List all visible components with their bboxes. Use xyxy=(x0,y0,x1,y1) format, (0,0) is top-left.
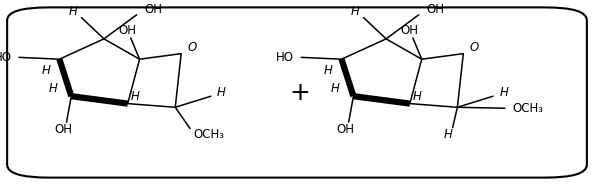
Text: H: H xyxy=(42,64,50,77)
Text: H: H xyxy=(413,90,421,103)
Text: OCH₃: OCH₃ xyxy=(512,102,543,115)
Text: O: O xyxy=(469,41,479,54)
Text: H: H xyxy=(69,5,77,18)
Text: H: H xyxy=(131,90,139,103)
Text: HO: HO xyxy=(0,51,11,64)
Text: OCH₃: OCH₃ xyxy=(194,128,225,141)
Text: H: H xyxy=(217,86,226,99)
Text: +: + xyxy=(289,80,311,105)
Text: O: O xyxy=(187,41,197,54)
Text: H: H xyxy=(444,128,452,141)
Text: OH: OH xyxy=(55,123,72,136)
Text: HO: HO xyxy=(276,51,293,64)
Text: OH: OH xyxy=(401,24,419,37)
Text: H: H xyxy=(500,86,508,99)
Text: OH: OH xyxy=(144,3,162,16)
Text: OH: OH xyxy=(337,123,355,136)
Text: H: H xyxy=(49,82,58,95)
FancyBboxPatch shape xyxy=(7,7,587,178)
Text: H: H xyxy=(351,5,359,18)
Text: OH: OH xyxy=(119,24,137,37)
Text: H: H xyxy=(331,82,340,95)
Text: H: H xyxy=(324,64,333,77)
Text: OH: OH xyxy=(426,3,444,16)
